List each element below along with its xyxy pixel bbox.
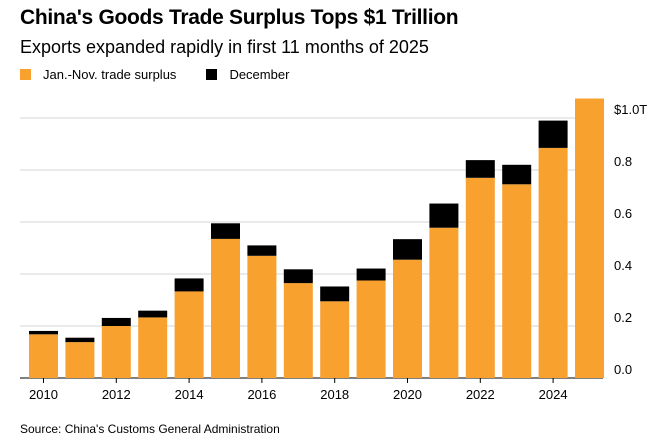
legend-item-jan-nov: Jan.-Nov. trade surplus [20, 67, 176, 82]
y-tick-labels: 0.0 0.2 0.4 0.6 0.8 $1.0T [614, 102, 647, 377]
bar-jan-nov-2014 [174, 291, 204, 378]
bar-december-2011 [65, 337, 95, 343]
bar-december-2015 [211, 223, 240, 239]
bar-december-2016 [247, 245, 277, 256]
x-tick-label: 2022 [466, 387, 495, 402]
bar-december-2019 [356, 268, 386, 281]
bar-jan-nov-2025 [575, 98, 604, 378]
legend-item-december: December [206, 67, 289, 82]
bar-jan-nov-2017 [283, 283, 313, 378]
bar-jan-nov-2018 [320, 301, 350, 378]
bar-jan-nov-2021 [429, 227, 459, 378]
y-tick-label: $1.0T [614, 102, 647, 117]
y-tick-label: 0.8 [614, 154, 632, 169]
bar-jan-nov-2020 [393, 259, 422, 378]
bar-jan-nov-2011 [65, 342, 95, 378]
bar-jan-nov-2016 [247, 255, 277, 378]
y-tick-label: 0.0 [614, 362, 632, 377]
bars [29, 98, 604, 378]
bar-december-2017 [283, 269, 313, 284]
bar-december-2014 [174, 278, 204, 292]
legend-swatch-december [206, 69, 218, 80]
x-tick-label: 2014 [175, 387, 204, 402]
bar-jan-nov-2010 [29, 334, 58, 378]
x-tick-labels: 2010 2012 2014 2016 2018 2020 2022 2024 [29, 378, 568, 402]
x-tick-label: 2012 [102, 387, 131, 402]
x-tick-label: 2020 [393, 387, 422, 402]
legend-label-december: December [229, 67, 290, 82]
x-tick-label: 2010 [29, 387, 58, 402]
bar-jan-nov-2024 [538, 147, 568, 378]
bar-december-2021 [429, 203, 459, 228]
x-tick-label: 2018 [320, 387, 349, 402]
bar-december-2022 [465, 160, 495, 178]
bar-december-2024 [538, 120, 568, 148]
bar-jan-nov-2022 [465, 177, 495, 378]
bar-december-2023 [502, 164, 532, 185]
y-tick-label: 0.2 [614, 310, 632, 325]
legend-swatch-jan-nov [20, 69, 31, 80]
bar-jan-nov-2012 [101, 326, 131, 378]
chart-subtitle: Exports expanded rapidly in first 11 mon… [20, 37, 429, 57]
bar-jan-nov-2013 [138, 317, 168, 378]
bar-december-2012 [101, 317, 131, 326]
x-tick-label: 2024 [539, 387, 568, 402]
chart-title: China's Goods Trade Surplus Tops $1 Tril… [20, 6, 459, 29]
y-tick-label: 0.4 [614, 258, 632, 273]
bar-december-2013 [138, 310, 168, 318]
bar-jan-nov-2015 [211, 238, 240, 378]
bar-december-2020 [393, 239, 422, 260]
x-tick-label: 2016 [247, 387, 276, 402]
source-note: Source: China's Customs General Administ… [20, 422, 280, 436]
y-tick-label: 0.6 [614, 206, 632, 221]
legend-label-jan-nov: Jan.-Nov. trade surplus [43, 67, 177, 82]
bar-jan-nov-2019 [356, 280, 386, 378]
bar-december-2010 [29, 330, 58, 335]
bar-jan-nov-2023 [502, 184, 532, 378]
bar-december-2018 [320, 286, 350, 302]
legend: Jan.-Nov. trade surplus December [20, 67, 319, 82]
